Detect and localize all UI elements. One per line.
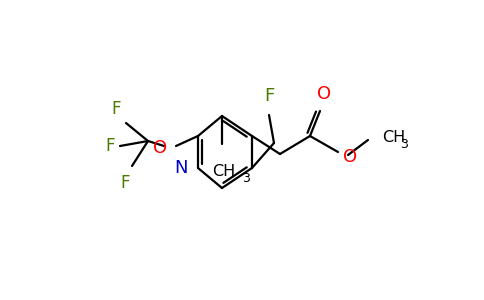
Text: N: N [175,159,188,177]
Text: O: O [317,85,331,103]
Text: O: O [153,139,167,157]
Text: 3: 3 [242,172,250,185]
Text: 3: 3 [400,137,408,151]
Text: CH: CH [212,164,236,179]
Text: F: F [121,174,130,192]
Text: O: O [343,148,357,166]
Text: F: F [106,137,115,155]
Text: CH: CH [382,130,405,146]
Text: F: F [111,100,121,118]
Text: F: F [264,87,274,105]
